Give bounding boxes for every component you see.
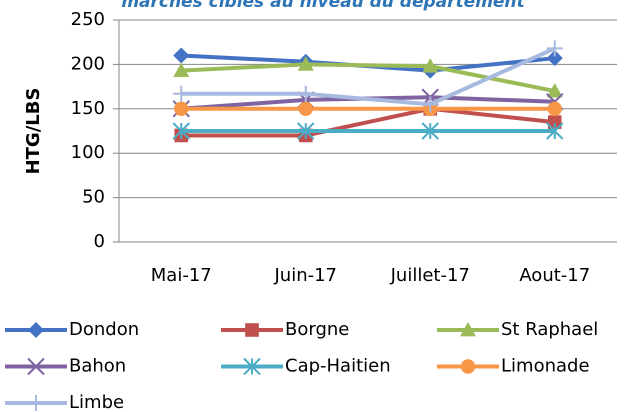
legend-label: Limbe xyxy=(69,392,124,412)
marker xyxy=(245,323,259,337)
legend-label: St Raphael xyxy=(501,319,598,340)
legend-label: Bahon xyxy=(69,356,126,377)
marker xyxy=(28,395,44,411)
legend-label: Cap-Haitien xyxy=(285,356,391,377)
chart-title: marchés cibles au niveau du département xyxy=(121,0,525,12)
marker xyxy=(298,101,313,117)
marker xyxy=(547,101,562,117)
series-line xyxy=(181,46,556,107)
y-tick-label: 250 xyxy=(71,9,105,30)
marker xyxy=(297,56,314,71)
marker xyxy=(422,96,439,113)
marker xyxy=(172,122,190,140)
x-tick-label: Mai-17 xyxy=(151,265,212,286)
marker xyxy=(460,322,476,337)
y-tick-label: 200 xyxy=(71,53,105,74)
marker xyxy=(547,115,562,129)
y-tick-label: 100 xyxy=(71,142,105,163)
marker xyxy=(460,359,476,374)
y-tick-label: 50 xyxy=(82,187,105,208)
legend-label: Limonade xyxy=(501,356,590,377)
series-line xyxy=(181,106,555,138)
marker xyxy=(173,47,190,64)
marker xyxy=(174,101,189,117)
series-line xyxy=(181,62,556,94)
y-tick-label: 150 xyxy=(71,98,105,119)
marker xyxy=(546,122,564,140)
marker xyxy=(243,357,261,376)
marker xyxy=(173,62,190,78)
y-axis-label: HTG/LBS xyxy=(23,88,44,175)
marker xyxy=(297,122,315,140)
marker xyxy=(27,357,45,376)
marker xyxy=(546,40,563,57)
legend-label: Borgne xyxy=(285,319,349,340)
x-tick-label: Juin-17 xyxy=(273,265,337,286)
marker xyxy=(421,122,439,140)
x-tick-label: Juillet-17 xyxy=(390,265,470,286)
x-tick-label: Aout-17 xyxy=(519,265,590,286)
marker xyxy=(297,85,314,102)
marker xyxy=(546,83,563,98)
marker xyxy=(546,50,563,67)
legend-label: Dondon xyxy=(69,319,139,340)
y-tick-label: 0 xyxy=(94,231,105,252)
marker xyxy=(173,85,190,102)
marker xyxy=(28,322,44,338)
marker xyxy=(422,58,439,73)
